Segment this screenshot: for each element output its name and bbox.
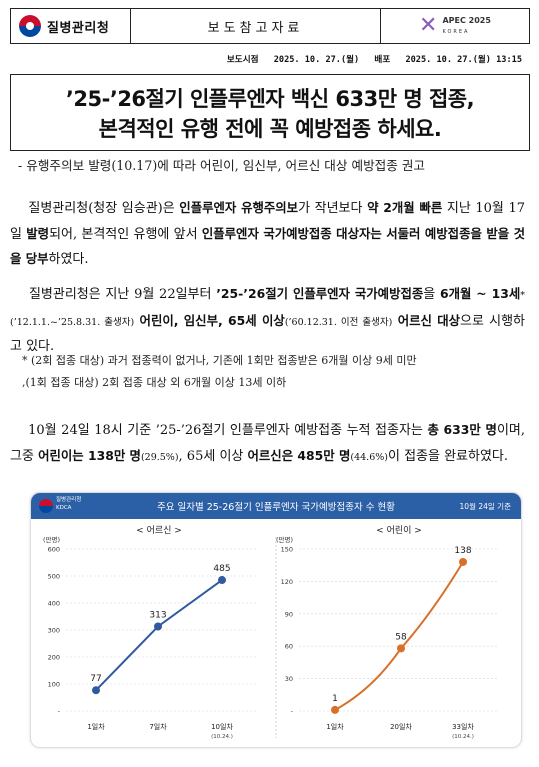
paragraph-1: 질병관리청(청장 임승관)은 인플루엔자 유행주의보가 작년보다 약 2개월 빠…: [10, 196, 525, 273]
bold-text: 약 2개월 빠른: [367, 200, 443, 215]
kdca-name-en: KDCA: [56, 505, 72, 511]
data-point: [331, 705, 339, 714]
data-point: [459, 557, 467, 566]
x-tick-label: 1일차: [326, 722, 344, 731]
text: 으로 시행하고 있다.: [10, 313, 526, 355]
x-tick-label: 33일차: [452, 722, 474, 731]
data-label: 138: [454, 546, 471, 556]
doc-type: 보도참고자료: [131, 9, 381, 43]
small-text: (’60.12.31. 이전 출생자): [284, 316, 393, 328]
y-tick-label: -: [291, 708, 294, 716]
chart-subtitle: < 어린이 >: [376, 525, 422, 536]
text: 이 접종을 완료하였다.: [387, 448, 509, 464]
small-text: (44.6%): [350, 451, 388, 463]
text: 을: [423, 287, 440, 302]
data-label: 58: [395, 632, 407, 642]
y-tick-label: 400: [48, 600, 60, 608]
chart-title: 주요 일자별 25-26절기 인플루엔자 국가예방접종자 수 현황: [156, 502, 395, 513]
y-tick-label: 200: [48, 654, 60, 662]
note-2: ,(1회 접종 대상) 2회 접종 대상 외 6개월 이상 13세 이하: [22, 376, 287, 389]
text: 가 작년보다: [298, 201, 368, 216]
y-tick-label: -: [58, 708, 61, 716]
bold-text: 어르신 대상: [392, 312, 461, 328]
subtitle: - 유행주의보 발령(10.17)에 따라 어린이, 임신부, 어르신 대상 예…: [18, 158, 425, 173]
data-label: 313: [149, 610, 166, 620]
text: 10월 24일 18시 기준 ’25-’26절기 인플루엔자 예방접종 누적 접…: [28, 423, 428, 438]
dateline: 보도시점 2025. 10. 27.(월) 배포 2025. 10. 27.(월…: [10, 53, 522, 65]
distribution-value: 2025. 10. 27.(월) 13:15: [405, 55, 522, 65]
apec-title: APEC 2025: [442, 15, 491, 25]
text: 지난 10월 17일: [10, 201, 526, 242]
y-tick-label: 120: [281, 578, 293, 586]
x-tick-note: (10.24.): [452, 734, 474, 740]
y-axis-unit: (만명): [43, 535, 60, 544]
y-tick-label: 90: [285, 610, 293, 618]
paragraph-2: 질병관리청은 지난 9월 22일부터 ’25-’26절기 인플루엔자 국가예방접…: [10, 282, 525, 360]
data-point: [92, 686, 100, 695]
data-label: 485: [213, 564, 230, 574]
y-tick-label: 300: [48, 627, 60, 635]
bold-text: ’25-’26절기 인플루엔자 국가예방접종: [216, 286, 424, 301]
apec-logo: ✕ APEC 2025 KOREA: [381, 9, 529, 43]
text: 하였다.: [48, 252, 89, 267]
text: 이며, 그중: [10, 423, 525, 464]
x-tick-label: 1일차: [87, 722, 105, 731]
data-point: [218, 576, 226, 585]
text: 질병관리청(청장 임승관)은: [28, 201, 180, 216]
y-tick-label: 600: [48, 546, 60, 554]
chart-subtitle: < 어르신 >: [136, 525, 182, 536]
text: 되어, 본격적인 유행에 앞서: [49, 226, 202, 242]
chart-header: 질병관리청 KDCA 주요 일자별 25-26절기 인플루엔자 국가예방접종자 …: [31, 493, 521, 519]
note-1: * (2회 접종 대상) 과거 접종력이 없거나, 기존에 1회만 접종받은 6…: [22, 354, 417, 367]
bold-text: 인플루엔자 유행주의보: [179, 200, 299, 215]
y-tick-label: 60: [285, 643, 293, 651]
small-text: *(’12.1.1.~’25.8.31. 출생자): [10, 290, 525, 328]
press-header: 질병관리청 보도참고자료 ✕ APEC 2025 KOREA: [10, 8, 530, 44]
bold-text: 발령: [26, 225, 50, 241]
chart-date: 10월 24일 기준: [459, 502, 511, 511]
paragraph-3: 10월 24일 18시 기준 ’25-’26절기 인플루엔자 예방접종 누적 접…: [10, 418, 525, 470]
apec-mark-icon: ✕: [419, 13, 438, 38]
y-tick-label: 500: [48, 573, 60, 581]
taegeuk-emblem-icon: [19, 15, 41, 37]
y-tick-label: 150: [281, 546, 293, 554]
bold-text: 어린이는 138만 명: [38, 447, 141, 463]
release-label: 보도시점: [226, 55, 259, 65]
line-charts: < 어르신 > (만명) - 100 200 300 400 500 600 77 1일차 313 7일…: [43, 525, 499, 740]
kdca-name-ko: 질병관리청: [56, 497, 82, 503]
x-tick-label: 20일차: [390, 722, 412, 731]
distribution-label: 배포: [374, 55, 391, 65]
headline-line-2: 본격적인 유행 전에 꼭 예방접종 하세요.: [98, 117, 442, 141]
release-value: 2025. 10. 27.(월): [273, 55, 360, 65]
bold-text: 인플루엔자 국가예방접종 대상자는 서둘러 예방접종을 받을 것을 당부: [10, 225, 525, 267]
text: , 65세 이상: [178, 448, 248, 464]
x-tick-note: (10.24.): [211, 734, 233, 740]
apec-sub: KOREA: [442, 28, 470, 35]
kdca-logo: 질병관리청: [11, 9, 131, 43]
agency-name: 질병관리청: [47, 20, 110, 36]
data-label: 1: [332, 694, 338, 704]
headline-line-1: ’25-’26절기 인플루엔자 백신 633만 명 접종,: [65, 87, 475, 111]
bold-text: 어르신은 485만 명: [247, 447, 351, 463]
bold-text: 어린이, 임신부, 65세 이상: [134, 312, 285, 328]
small-text: (29.5%): [140, 451, 179, 463]
data-point: [397, 644, 405, 653]
series-line: [95, 579, 223, 691]
x-tick-label: 7일차: [149, 722, 167, 731]
kdca-emblem-icon: [39, 499, 53, 513]
data-point: [154, 622, 162, 631]
bold-text: 6개월 ~ 13세: [439, 286, 521, 301]
y-tick-label: 100: [48, 681, 60, 689]
bold-text: 총 633만 명: [427, 422, 497, 437]
y-axis-unit: (만명): [276, 535, 293, 544]
vaccination-chart-panel: 질병관리청 KDCA 주요 일자별 25-26절기 인플루엔자 국가예방접종자 …: [30, 492, 522, 748]
data-label: 77: [90, 674, 101, 684]
x-tick-label: 10일차: [211, 722, 233, 731]
text: 질병관리청은 지난 9월 22일부터: [28, 287, 217, 302]
title-box: ’25-’26절기 인플루엔자 백신 633만 명 접종, 본격적인 유행 전에…: [10, 74, 530, 151]
y-tick-label: 30: [285, 675, 293, 683]
